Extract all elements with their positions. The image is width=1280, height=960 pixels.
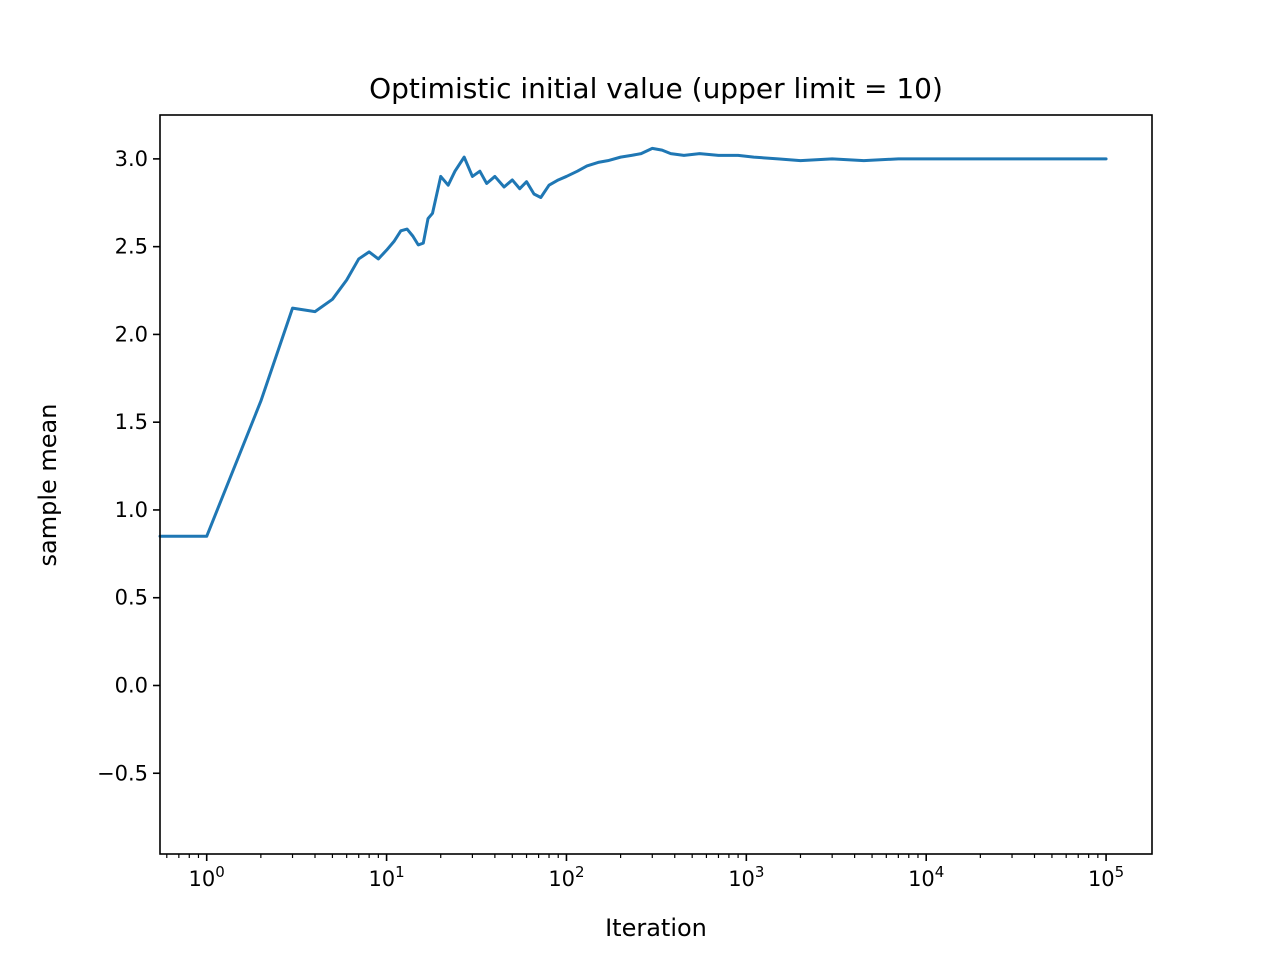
x-tick-label: 104 xyxy=(908,863,944,891)
series-line-0 xyxy=(158,146,1108,538)
y-tick-label: 2.0 xyxy=(115,322,148,346)
y-tick-label: 2.5 xyxy=(115,235,148,259)
x-axis: 100 101 102 103 104 105 xyxy=(166,854,1124,891)
y-axis-label: sample mean xyxy=(34,404,62,567)
y-tick-label: 3.0 xyxy=(115,147,148,171)
y-axis: −0.5 0.0 0.5 1.0 1.5 2.0 2.5 3.0 xyxy=(97,147,160,785)
y-tick-label: 0.0 xyxy=(115,673,148,697)
x-tick-label: 103 xyxy=(728,863,764,891)
y-tick-label: 1.0 xyxy=(115,498,148,522)
x-tick-label: 102 xyxy=(548,863,584,891)
y-tick-label: −0.5 xyxy=(97,761,148,785)
x-tick-label: 100 xyxy=(189,863,225,891)
x-tick-label: 101 xyxy=(368,863,404,891)
axes-frame xyxy=(159,114,1153,855)
y-tick-label: 0.5 xyxy=(115,586,148,610)
x-axis-label: Iteration xyxy=(605,914,707,942)
y-tick-label: 1.5 xyxy=(115,410,148,434)
chart-title: Optimistic initial value (upper limit = … xyxy=(369,72,943,105)
plot-area xyxy=(158,146,1108,538)
x-tick-label: 105 xyxy=(1088,863,1124,891)
